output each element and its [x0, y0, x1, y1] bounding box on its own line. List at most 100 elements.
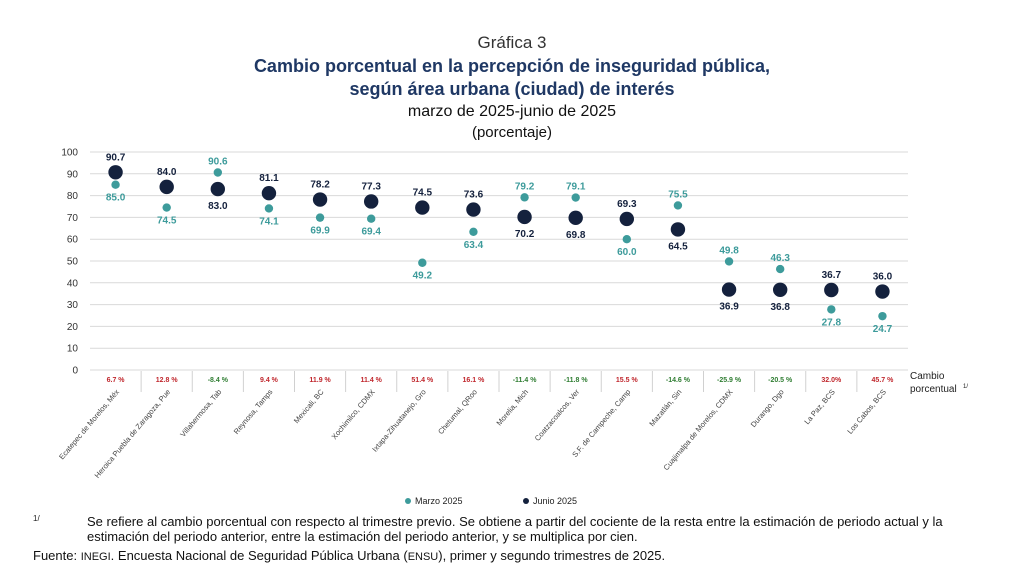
x-category-label: Coatzacoalcos, Ver: [533, 387, 582, 443]
y-tick-label: 30: [67, 300, 79, 311]
change-label: 9.4 %: [260, 377, 279, 384]
march-point: [724, 257, 734, 266]
march-data-label: 27.8: [822, 317, 842, 328]
x-category-label: Mexicali, BC: [292, 387, 326, 425]
march-point: [673, 201, 683, 210]
y-tick-label: 70: [67, 213, 79, 224]
source-text: . Encuesta Nacional de Seguridad Pública…: [110, 548, 408, 563]
march-point: [366, 214, 376, 223]
y-tick-label: 40: [67, 278, 79, 289]
march-data-label: 75.5: [668, 189, 688, 200]
x-category-label: Villahermosa, Tab: [178, 388, 223, 439]
change-label: -20.5 %: [768, 377, 793, 384]
june-data-label: 77.3: [361, 181, 381, 192]
june-data-label: 78.2: [310, 180, 330, 191]
march-data-label: 24.7: [873, 324, 893, 335]
march-point: [520, 193, 529, 202]
june-point: [619, 211, 635, 227]
source-acronym: ENSU: [407, 551, 439, 563]
x-category-label: S.F. de Campeche, Camp: [570, 388, 632, 460]
june-point: [312, 192, 328, 207]
change-label: 45.7 %: [872, 377, 895, 384]
y-tick-label: 20: [67, 322, 79, 333]
march-data-label: 74.1: [259, 216, 279, 227]
source-note: Fuente: INEGI. Encuesta Nacional de Segu…: [33, 548, 665, 563]
change-label: 6.7 %: [107, 377, 126, 384]
march-data-label: 79.2: [515, 181, 535, 192]
source-text-end: ), primer y segundo trimestres de 2025.: [438, 548, 666, 563]
march-point: [315, 213, 325, 222]
march-point: [162, 203, 171, 212]
x-category-label: Xochimilco, CDMX: [330, 388, 377, 442]
june-data-label: 74.5: [413, 188, 433, 199]
june-data-label: 73.6: [464, 190, 484, 201]
june-data-label: 64.5: [668, 241, 688, 252]
march-data-label: 69.9: [310, 226, 330, 237]
march-data-label: 85.0: [106, 193, 126, 204]
chart-title-line2: según área urbana (ciudad) de interés: [349, 79, 675, 99]
chart-unit: (porcentaje): [471, 124, 553, 141]
june-data-label: 36.9: [719, 302, 739, 313]
march-data-label: 63.4: [464, 240, 484, 251]
march-data-label: 79.1: [566, 182, 586, 193]
june-point: [721, 282, 737, 297]
chart-subtitle: marzo de 2025-junio de 2025: [407, 103, 617, 120]
march-point: [827, 305, 836, 314]
legend: Marzo 2025 Junio 2025: [0, 496, 1024, 510]
june-point: [670, 222, 686, 237]
change-axis-label-sup: 1/: [963, 384, 968, 390]
y-tick-label: 80: [67, 191, 79, 202]
june-point: [108, 165, 123, 180]
march-data-label: 49.8: [719, 245, 739, 256]
june-point: [875, 284, 890, 299]
march-data-label: 90.6: [208, 156, 228, 167]
march-point: [622, 235, 632, 244]
june-data-label: 69.8: [566, 230, 586, 241]
legend-label-june: Junio 2025: [533, 496, 578, 506]
june-point: [824, 282, 839, 298]
june-data-label: 84.0: [157, 167, 177, 178]
change-label: 11.4 %: [360, 377, 382, 384]
footnote-text: Se refiere al cambio porcentual con resp…: [87, 514, 943, 544]
june-point: [210, 181, 226, 197]
chart-title-line1: Cambio porcentual en la percepción de in…: [253, 56, 771, 76]
june-data-label: 36.8: [770, 302, 790, 313]
june-data-label: 36.7: [822, 270, 842, 281]
legend-label-march: Marzo 2025: [415, 496, 463, 506]
june-data-label: 36.0: [873, 272, 893, 283]
x-category-label: Morelia, Mich: [495, 388, 531, 428]
change-label: -14.6 %: [666, 377, 691, 384]
x-category-label: Chetumal, QRoo: [436, 388, 479, 437]
footnote-mark: 1/: [33, 514, 40, 523]
june-data-label: 70.2: [515, 229, 535, 240]
change-label: -25.9 %: [717, 377, 742, 384]
change-axis-label-line2: porcentual: [910, 384, 957, 395]
change-label: 15.5 %: [616, 377, 639, 384]
source-org: INEGI: [80, 551, 111, 563]
june-data-label: 90.7: [106, 152, 126, 163]
march-point: [418, 258, 427, 267]
x-category-label: La Paz, BCS: [802, 388, 837, 427]
june-point: [415, 200, 430, 215]
x-category-label: Reynosa, Tamps: [232, 387, 275, 436]
june-point: [517, 209, 532, 225]
y-tick-label: 60: [67, 235, 79, 246]
june-point: [466, 202, 481, 217]
change-label: 11.9 %: [309, 377, 331, 384]
june-point: [772, 282, 788, 297]
march-point: [469, 227, 478, 236]
legend-item-march: Marzo 2025: [405, 496, 463, 506]
change-label: 32.0%: [821, 377, 842, 384]
june-point: [261, 186, 277, 201]
chart-label: Gráfica 3: [477, 33, 547, 52]
y-tick-label: 0: [72, 366, 78, 377]
march-data-label: 46.3: [770, 253, 790, 264]
x-category-label: Mazatlán, Sin: [647, 388, 683, 429]
change-label: -11.4 %: [513, 377, 538, 384]
change-label: -11.8 %: [564, 377, 589, 384]
march-point: [878, 311, 887, 321]
change-label: 51.4 %: [411, 377, 434, 384]
legend-item-june: Junio 2025: [523, 496, 577, 506]
x-category-label: Los Cabos, BCS: [845, 388, 888, 436]
y-tick-label: 50: [67, 257, 79, 268]
